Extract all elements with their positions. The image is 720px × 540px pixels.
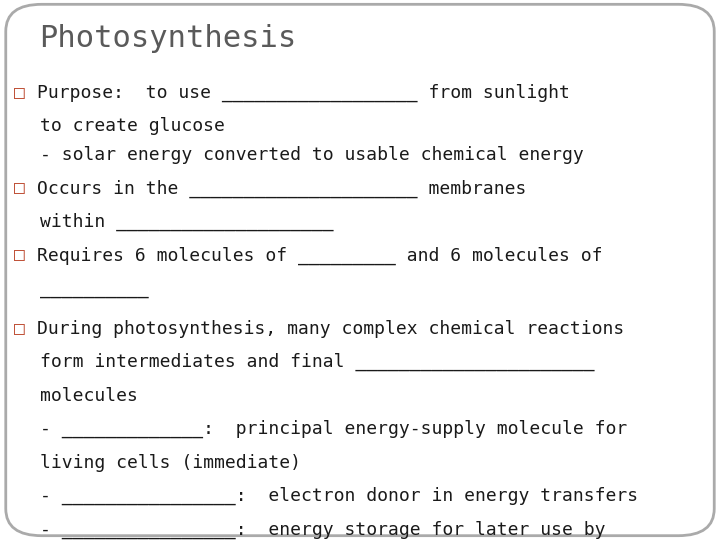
Text: □: □ [14,320,25,338]
Text: Occurs in the _____________________ membranes: Occurs in the _____________________ memb… [37,179,527,198]
Text: molecules: molecules [40,387,138,404]
Text: __________: __________ [40,280,148,298]
Text: Purpose:  to use __________________ from sunlight: Purpose: to use __________________ from … [37,84,570,102]
Text: - _____________:  principal energy-supply molecule for: - _____________: principal energy-supply… [40,420,627,438]
Text: □: □ [14,179,25,197]
FancyBboxPatch shape [6,4,714,536]
Text: □: □ [14,84,25,102]
Text: - ________________:  electron donor in energy transfers: - ________________: electron donor in en… [40,487,638,505]
Text: Requires 6 molecules of _________ and 6 molecules of: Requires 6 molecules of _________ and 6 … [37,246,603,265]
Text: - ________________:  energy storage for later use by: - ________________: energy storage for l… [40,521,605,539]
Text: living cells (immediate): living cells (immediate) [40,454,301,471]
Text: form intermediates and final ______________________: form intermediates and final ___________… [40,353,594,372]
Text: within ____________________: within ____________________ [40,213,333,231]
Text: During photosynthesis, many complex chemical reactions: During photosynthesis, many complex chem… [37,320,625,338]
Text: - solar energy converted to usable chemical energy: - solar energy converted to usable chemi… [40,146,583,164]
Text: Photosynthesis: Photosynthesis [40,24,297,53]
Text: □: □ [14,246,25,264]
Text: to create glucose: to create glucose [40,117,225,135]
